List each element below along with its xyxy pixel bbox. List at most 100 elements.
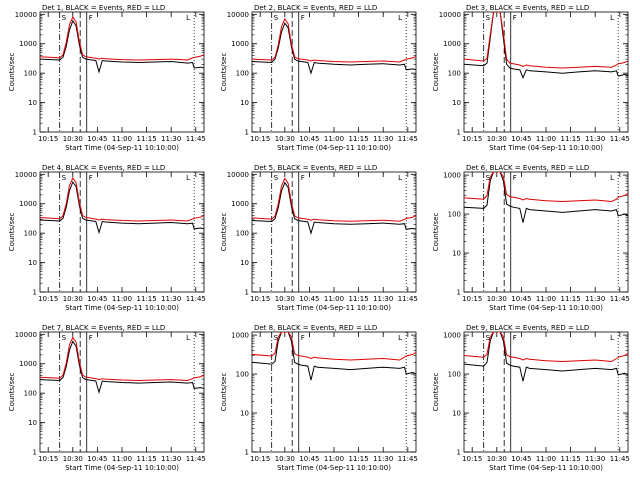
y-tick-label: 1000: [19, 40, 37, 48]
series-lld-line: [252, 17, 416, 63]
marker-label-f: F: [89, 334, 93, 342]
x-tick-label: 11:30: [585, 295, 605, 303]
x-tick-label: 11:00: [536, 455, 556, 463]
series-events-line: [252, 181, 416, 235]
x-tick-label: 11:45: [186, 295, 206, 303]
detector-panel-9: Det 9, BLACK = Events, RED = LLD S F L 1 10 10…: [432, 324, 630, 472]
series-lld-line: [252, 332, 416, 361]
series-events-line: [40, 340, 204, 394]
series-lld-line: [252, 177, 416, 222]
y-tick-label: 1: [457, 449, 461, 457]
marker-label-l: L: [186, 334, 190, 342]
x-tick-label: 11:45: [186, 455, 206, 463]
x-tick-label: 11:30: [585, 455, 605, 463]
x-tick-label: 11:15: [137, 135, 157, 143]
x-tick-label: 10:30: [487, 295, 507, 303]
y-tick-label: 100: [236, 371, 249, 379]
marker-label-l: L: [610, 334, 614, 342]
marker-label-s: S: [486, 174, 491, 182]
x-axis-label: Start Time (04-Sep-11 10:10:00): [65, 144, 179, 152]
y-tick-label: 100: [448, 211, 461, 219]
x-axis-label: Start Time (04-Sep-11 10:10:00): [489, 464, 603, 472]
y-tick-label: 1000: [231, 40, 249, 48]
marker-label-s: S: [274, 174, 279, 182]
y-tick-label: 10000: [439, 11, 461, 19]
x-tick-label: 11:15: [561, 455, 581, 463]
y-tick-label: 100: [24, 70, 37, 78]
panel-title: Det 6, BLACK = Events, RED = LLD: [466, 164, 589, 172]
x-tick-label: 11:15: [349, 135, 369, 143]
marker-label-f: F: [301, 174, 305, 182]
x-tick-label: 11:30: [585, 135, 605, 143]
x-tick-label: 11:15: [137, 295, 157, 303]
x-tick-label: 11:00: [112, 135, 132, 143]
panel-title: Det 4, BLACK = Events, RED = LLD: [42, 164, 165, 172]
y-axis-label: Counts/sec: [8, 373, 16, 412]
x-axis-label: Start Time (04-Sep-11 10:10:00): [65, 304, 179, 312]
detector-panel-3: Det 3, BLACK = Events, RED = LLD S F L 1 10 10…: [432, 4, 630, 152]
y-tick-label: 10: [452, 250, 461, 258]
x-tick-label: 10:45: [511, 295, 531, 303]
x-tick-label: 11:15: [561, 135, 581, 143]
detector-panel-6: Det 6, BLACK = Events, RED = LLD S F L 1 10 10…: [432, 164, 630, 312]
y-tick-label: 1000: [231, 200, 249, 208]
x-tick-label: 11:00: [112, 455, 132, 463]
x-tick-label: 10:15: [462, 295, 482, 303]
y-tick-label: 1000: [19, 360, 37, 368]
marker-label-s: S: [274, 334, 279, 342]
x-tick-label: 10:30: [63, 455, 83, 463]
series-lld-line: [40, 336, 204, 382]
marker-label-f: F: [513, 334, 517, 342]
x-tick-label: 11:45: [610, 295, 630, 303]
y-axis-label: Counts/sec: [432, 213, 440, 252]
y-tick-label: 10: [452, 99, 461, 107]
x-tick-label: 10:45: [511, 135, 531, 143]
marker-label-s: S: [62, 334, 67, 342]
series-events-line: [40, 180, 204, 235]
x-axis-label: Start Time (04-Sep-11 10:10:00): [277, 464, 391, 472]
x-tick-label: 11:00: [112, 295, 132, 303]
y-axis-label: Counts/sec: [220, 53, 228, 92]
x-tick-label: 11:45: [398, 455, 418, 463]
x-tick-label: 11:30: [161, 135, 181, 143]
y-tick-label: 1000: [19, 200, 37, 208]
detector-panel-5: Det 5, BLACK = Events, RED = LLD S F L 1 10 10…: [220, 164, 418, 312]
x-tick-label: 10:30: [275, 455, 295, 463]
marker-label-l: L: [186, 174, 190, 182]
x-tick-label: 11:45: [398, 135, 418, 143]
y-tick-label: 10000: [15, 11, 37, 19]
marker-label-l: L: [398, 334, 402, 342]
marker-label-l: L: [610, 174, 614, 182]
x-tick-label: 10:15: [38, 455, 58, 463]
y-tick-label: 1: [33, 289, 37, 297]
y-tick-label: 1000: [231, 332, 249, 340]
x-tick-label: 10:15: [250, 295, 270, 303]
y-tick-label: 100: [236, 230, 249, 238]
panel-title: Det 2, BLACK = Events, RED = LLD: [254, 4, 377, 12]
y-tick-label: 10: [240, 410, 249, 418]
panel-title: Det 5, BLACK = Events, RED = LLD: [254, 164, 377, 172]
x-axis-label: Start Time (04-Sep-11 10:10:00): [277, 304, 391, 312]
x-tick-label: 11:00: [536, 295, 556, 303]
marker-label-l: L: [398, 174, 402, 182]
y-tick-label: 10: [240, 259, 249, 267]
x-tick-label: 11:15: [349, 295, 369, 303]
x-tick-label: 10:45: [87, 135, 107, 143]
marker-label-s: S: [62, 14, 67, 22]
x-tick-label: 10:45: [299, 455, 319, 463]
x-axis-label: Start Time (04-Sep-11 10:10:00): [277, 144, 391, 152]
series-lld-line: [40, 176, 204, 222]
detector-panel-2: Det 2, BLACK = Events, RED = LLD S F L 1 10 10…: [220, 4, 418, 152]
y-tick-label: 10: [28, 419, 37, 427]
y-tick-label: 100: [24, 230, 37, 238]
x-tick-label: 11:15: [349, 455, 369, 463]
y-tick-label: 1: [457, 129, 461, 137]
x-tick-label: 11:30: [161, 295, 181, 303]
x-tick-label: 11:30: [373, 135, 393, 143]
x-tick-label: 11:15: [561, 295, 581, 303]
y-tick-label: 10: [28, 259, 37, 267]
x-tick-label: 11:45: [186, 135, 206, 143]
y-axis-label: Counts/sec: [220, 213, 228, 252]
